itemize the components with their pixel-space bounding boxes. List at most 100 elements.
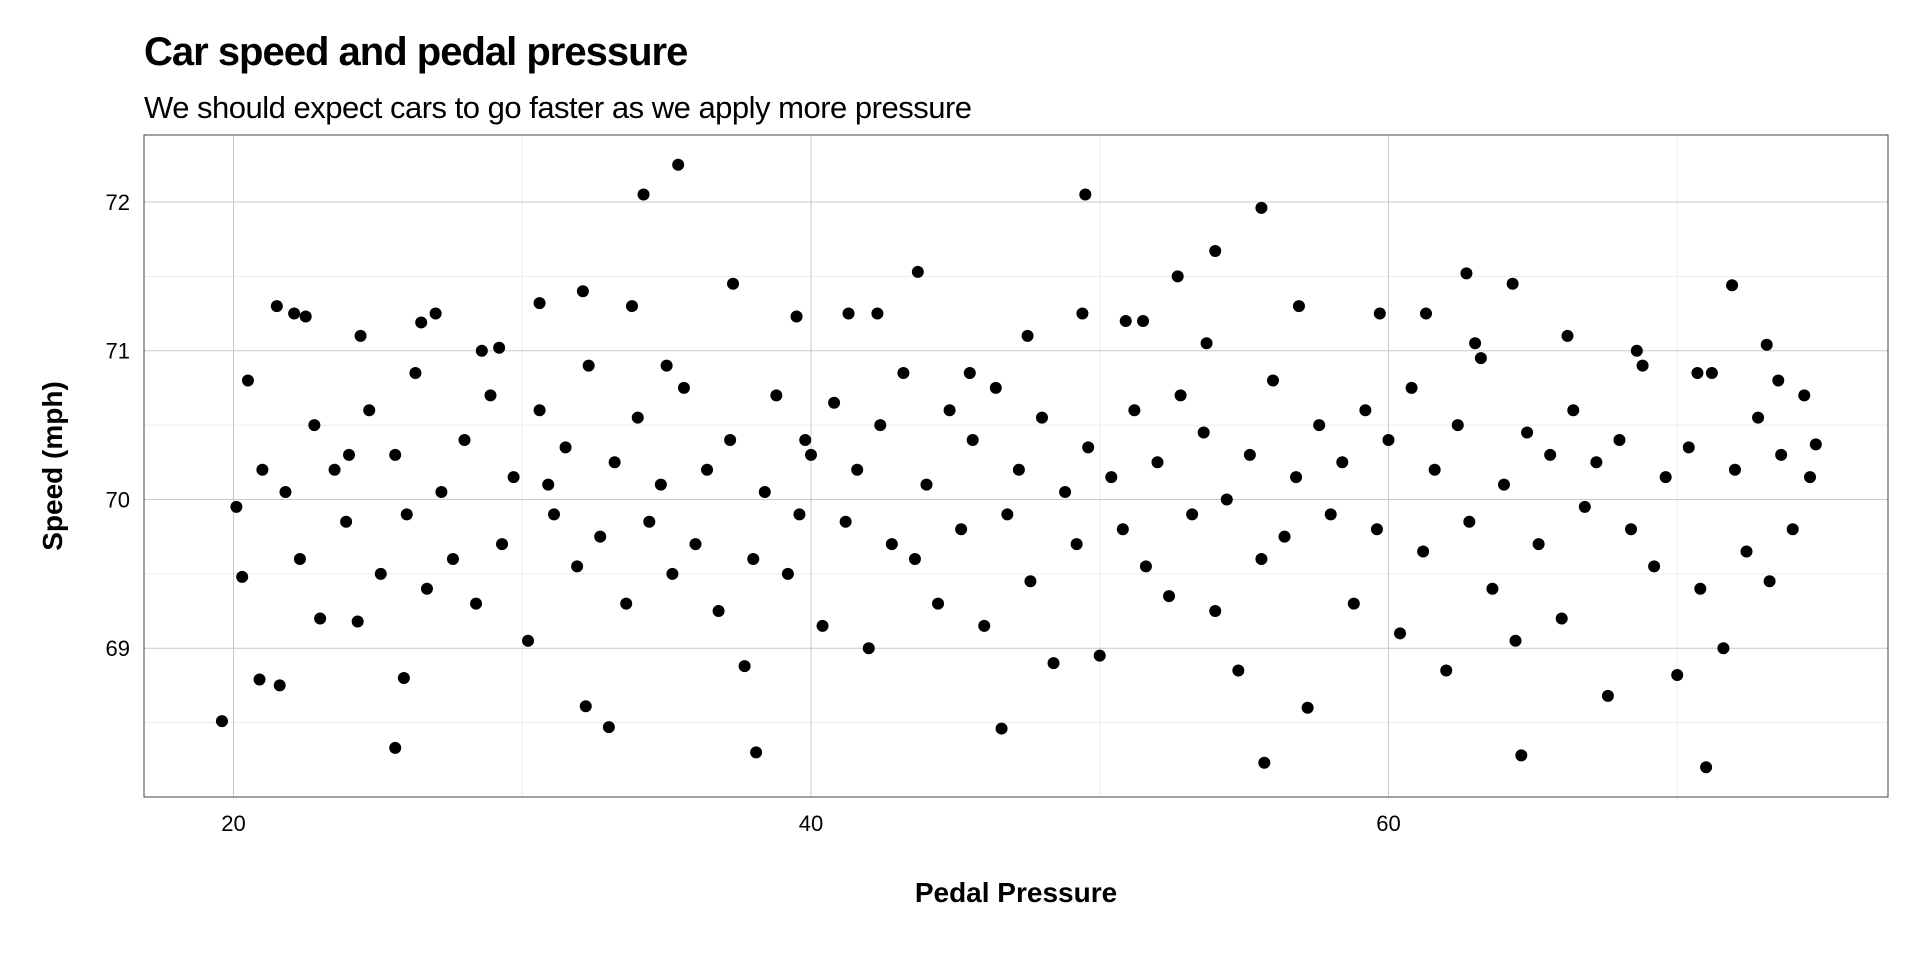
data-point — [354, 329, 367, 342]
data-point — [1200, 337, 1213, 350]
data-point — [293, 552, 306, 565]
data-point — [1659, 471, 1672, 484]
data-point — [1705, 367, 1718, 380]
data-point — [1174, 389, 1187, 402]
data-point — [340, 515, 353, 528]
data-point — [750, 746, 763, 759]
data-point — [701, 463, 714, 476]
data-point — [533, 404, 546, 417]
data-point — [781, 567, 794, 580]
data-point — [1515, 749, 1528, 762]
y-axis-title: Speed (mph) — [37, 381, 68, 551]
data-point — [1405, 381, 1418, 394]
data-point — [1035, 411, 1048, 424]
data-point — [1728, 463, 1741, 476]
data-point — [602, 721, 615, 734]
x-tick-label: 40 — [799, 811, 823, 836]
data-point — [389, 448, 402, 461]
data-point — [374, 567, 387, 580]
data-point — [1509, 634, 1522, 647]
data-point — [1420, 307, 1433, 320]
data-point — [1059, 486, 1072, 499]
data-point — [666, 567, 679, 580]
data-point — [1809, 438, 1822, 451]
data-point — [1370, 523, 1383, 536]
data-point — [1336, 456, 1349, 469]
data-point — [1382, 433, 1395, 446]
data-point — [1590, 456, 1603, 469]
data-point — [328, 463, 341, 476]
data-point — [1209, 245, 1222, 258]
data-point — [874, 419, 887, 432]
data-point — [522, 634, 535, 647]
data-point — [1209, 605, 1222, 618]
data-point — [1428, 463, 1441, 476]
data-point — [1544, 448, 1557, 461]
data-point — [1079, 188, 1092, 201]
data-point — [989, 381, 1002, 394]
data-point — [409, 367, 422, 380]
data-point — [1682, 441, 1695, 454]
data-point — [770, 389, 783, 402]
data-point — [885, 538, 898, 551]
data-point — [1220, 493, 1233, 506]
data-point — [1347, 597, 1360, 610]
data-point — [458, 433, 471, 446]
data-point — [963, 367, 976, 380]
data-point — [1021, 329, 1034, 342]
data-point — [724, 433, 737, 446]
data-point — [420, 582, 433, 595]
data-point — [955, 523, 968, 536]
data-point — [620, 597, 633, 610]
data-point — [712, 605, 725, 618]
data-point — [1532, 538, 1545, 551]
data-point — [1151, 456, 1164, 469]
data-point — [1717, 642, 1730, 655]
data-point — [1171, 270, 1184, 283]
x-axis-ticks: 20 40 60 — [221, 811, 1400, 836]
data-point — [576, 285, 589, 298]
data-point — [689, 538, 702, 551]
data-point — [308, 419, 321, 432]
data-point — [1506, 277, 1519, 290]
data-point — [1486, 582, 1499, 595]
data-point — [1440, 664, 1453, 677]
data-point — [559, 441, 572, 454]
data-point — [446, 552, 459, 565]
data-point — [793, 508, 806, 521]
data-point — [1451, 419, 1464, 432]
data-point — [542, 478, 555, 491]
y-tick-label: 70 — [106, 487, 130, 512]
data-point — [1290, 471, 1303, 484]
data-point — [533, 297, 546, 310]
data-point — [215, 715, 228, 728]
y-axis-ticks: 69 70 71 72 — [106, 190, 130, 661]
data-point — [571, 560, 584, 573]
data-point — [1630, 344, 1643, 357]
data-point — [1613, 433, 1626, 446]
data-point — [1463, 515, 1476, 528]
data-point — [507, 471, 520, 484]
data-point — [1740, 545, 1753, 558]
minor-grid — [144, 135, 1888, 797]
data-point — [1255, 201, 1268, 214]
data-point — [828, 396, 841, 409]
x-tick-label: 20 — [221, 811, 245, 836]
data-point — [389, 741, 402, 754]
data-point — [1070, 538, 1083, 551]
data-point — [625, 300, 638, 313]
data-point — [1497, 478, 1510, 491]
data-point — [1082, 441, 1095, 454]
data-point — [1373, 307, 1386, 320]
data-point — [747, 552, 760, 565]
data-point — [1578, 500, 1591, 513]
data-point — [1119, 314, 1132, 327]
data-point — [1760, 338, 1773, 351]
data-point — [1301, 701, 1314, 714]
data-point — [1105, 471, 1118, 484]
data-point — [1394, 627, 1407, 640]
data-point — [1163, 590, 1176, 603]
data-points — [215, 158, 1822, 774]
data-point — [839, 515, 852, 528]
